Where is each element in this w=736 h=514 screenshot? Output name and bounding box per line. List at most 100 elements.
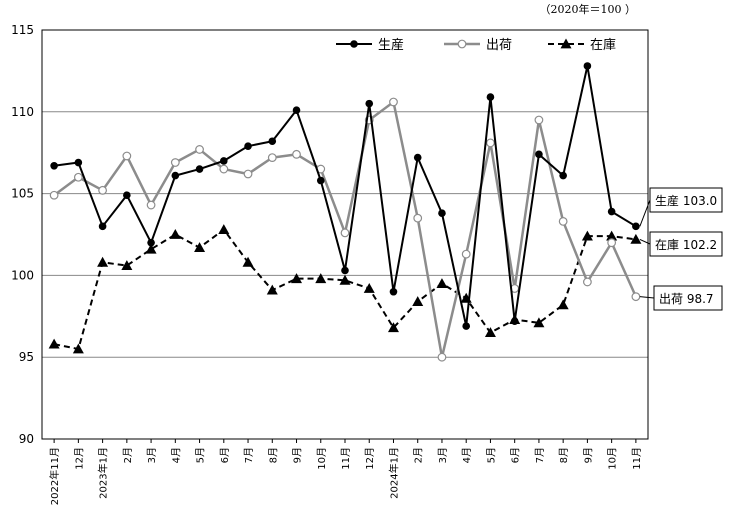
data-point (436, 278, 448, 288)
x-tick-label: 10月 (316, 447, 328, 470)
data-point (363, 282, 375, 293)
x-tick-label: 9月 (292, 447, 304, 463)
legend-label: 在庫 (590, 38, 616, 53)
callout-leader (639, 296, 655, 299)
data-point (484, 327, 496, 338)
data-point (365, 99, 374, 108)
x-tick-label: 10月 (607, 447, 619, 470)
data-point (220, 157, 228, 165)
data-point (413, 153, 422, 162)
x-tick-label: 6月 (219, 447, 231, 463)
callout-label: 在庫 102.2 (655, 238, 717, 252)
data-point (607, 238, 617, 248)
data-point (145, 243, 157, 254)
x-axis-ticks: 2022年11月 12月 2023年1月 2月 3月 4月 5月 6月 7月 8月 9月 10月 11月… (48, 439, 643, 505)
data-point (510, 317, 519, 326)
data-point (147, 238, 155, 247)
series-2 (48, 224, 642, 354)
data-point (292, 106, 301, 114)
data-point (535, 150, 543, 159)
series-layer (48, 62, 642, 362)
legend-label: 生産 (378, 37, 404, 53)
x-tick-label: 11月 (631, 447, 643, 470)
data-point (194, 242, 206, 252)
y-tick-label: 105 (11, 187, 34, 201)
x-tick-label: 2月 (413, 447, 425, 463)
x-tick-label: 2022年11月 (48, 447, 61, 505)
data-point (171, 171, 180, 180)
data-point (339, 274, 351, 285)
y-axis-ticks: 90 95 100 105 110 115 (11, 23, 34, 446)
data-point (170, 158, 180, 167)
x-tick-label: 6月 (510, 447, 522, 463)
data-point (461, 249, 471, 259)
x-tick-label: 2月 (122, 447, 134, 463)
data-point (534, 115, 544, 125)
x-tick-label: 3月 (146, 447, 158, 463)
legend: 生産 出荷 在庫 (336, 37, 616, 53)
x-tick-label: 4月 (170, 447, 182, 463)
data-point (457, 39, 467, 49)
data-point (242, 256, 254, 267)
data-point (195, 165, 204, 173)
data-point (341, 266, 349, 275)
data-point (266, 284, 278, 295)
data-point (195, 145, 204, 154)
data-point (581, 230, 593, 241)
y-tick-label: 100 (11, 268, 34, 282)
data-point (98, 185, 107, 195)
callout-leader (639, 199, 651, 227)
y-tick-label: 90 (19, 432, 34, 446)
x-tick-label: 11月 (340, 447, 352, 470)
data-point (169, 229, 181, 239)
data-point (268, 137, 277, 146)
data-point (462, 322, 471, 330)
callouts: 生産 103.0 在庫 102.2 出荷 98.7 (639, 187, 723, 311)
data-point (557, 299, 569, 310)
data-point (558, 217, 568, 226)
data-point (146, 200, 156, 210)
callout-leader (639, 238, 651, 245)
data-point (122, 151, 132, 161)
data-point (560, 38, 572, 49)
data-point (316, 176, 325, 185)
data-point (413, 213, 423, 223)
y-tick-label: 95 (19, 350, 34, 364)
data-point (607, 207, 616, 216)
callout-label: 出荷 98.7 (659, 292, 714, 306)
data-point (412, 296, 424, 306)
data-point (533, 317, 545, 328)
callout-label: 生産 103.0 (655, 193, 717, 208)
series-0 (50, 62, 640, 330)
data-point (486, 138, 495, 148)
data-point (72, 343, 84, 354)
x-tick-label: 12月 (364, 447, 376, 470)
data-point (438, 209, 446, 218)
x-tick-label: 9月 (582, 447, 594, 463)
data-point (97, 256, 109, 267)
data-point (583, 62, 592, 70)
x-tick-label: 7月 (243, 447, 255, 463)
data-point (74, 158, 83, 167)
data-point (123, 191, 131, 200)
data-point (389, 97, 398, 107)
x-tick-label: 3月 (437, 447, 449, 463)
data-point (73, 172, 83, 182)
legend-label: 出荷 (486, 38, 512, 53)
data-point (291, 273, 303, 284)
x-tick-label: 12月 (73, 447, 85, 470)
data-point (389, 287, 398, 296)
data-point (630, 233, 642, 244)
data-point (121, 260, 133, 270)
callout-box (649, 187, 723, 213)
data-point (486, 93, 495, 101)
data-point (267, 153, 277, 163)
data-point (98, 222, 107, 231)
gridlines (42, 111, 648, 358)
data-point (218, 224, 230, 234)
x-tick-label: 8月 (267, 447, 279, 463)
series-line (53, 64, 637, 328)
data-point (631, 292, 641, 302)
data-point (437, 352, 447, 362)
